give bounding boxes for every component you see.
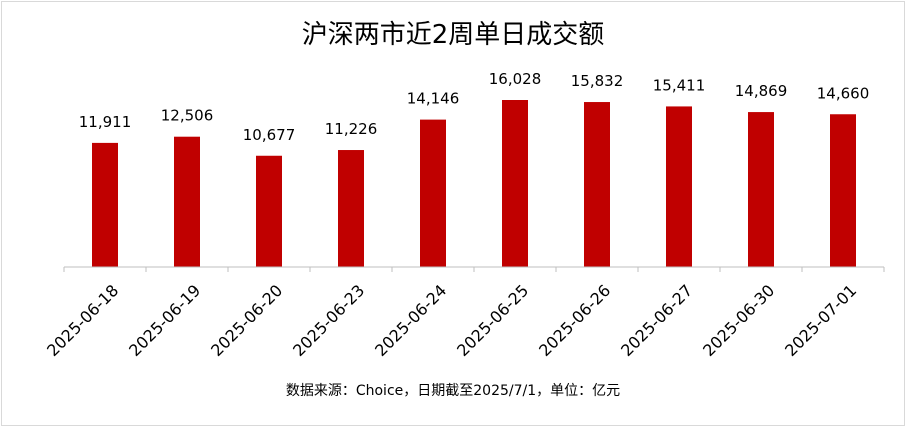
bar-2025-06-27 (666, 106, 692, 268)
x-tick-label-2025-07-01: 2025-07-01 (781, 281, 860, 360)
bar-2025-06-18 (92, 142, 118, 267)
data-label-2025-06-26: 15,832 (571, 72, 624, 90)
bar-2025-07-01 (830, 114, 856, 267)
data-label-2025-06-20: 10,677 (243, 126, 296, 144)
source-note: 数据来源：Choice，日期截至2025/7/1，单位：亿元 (285, 383, 621, 399)
data-label-2025-06-30: 14,869 (735, 82, 788, 100)
data-label-2025-06-23: 11,226 (325, 120, 378, 138)
x-tick-label-2025-06-20: 2025-06-20 (207, 281, 286, 360)
x-tick-label-2025-06-26: 2025-06-26 (535, 281, 614, 360)
x-tick-label-2025-06-24: 2025-06-24 (371, 281, 450, 360)
data-label-2025-07-01: 14,660 (817, 84, 870, 102)
bar-2025-06-24 (420, 119, 446, 267)
chart-title: 沪深两市近2周单日成交额 (301, 20, 605, 50)
data-label-2025-06-18: 11,911 (79, 113, 132, 131)
x-tick-label-2025-06-30: 2025-06-30 (699, 281, 778, 360)
data-label-2025-06-24: 14,146 (407, 90, 460, 108)
x-axis (63, 266, 885, 272)
bar-2025-06-23 (338, 150, 364, 267)
labels-group: 11,911 2025-06-18 12,506 2025-06-19 10,677 20… (43, 70, 869, 360)
x-tick-label-2025-06-23: 2025-06-23 (289, 281, 368, 360)
x-tick-label-2025-06-25: 2025-06-25 (453, 281, 532, 360)
bar-2025-06-30 (748, 112, 774, 267)
x-tick-label-2025-06-27: 2025-06-27 (617, 281, 696, 360)
x-tick-label-2025-06-19: 2025-06-19 (125, 281, 204, 360)
data-label-2025-06-27: 15,411 (653, 76, 706, 94)
bar-2025-06-25 (502, 100, 528, 267)
data-label-2025-06-19: 12,506 (161, 107, 214, 125)
bars-group (92, 100, 856, 268)
data-label-2025-06-25: 16,028 (489, 70, 542, 88)
bar-2025-06-19 (174, 136, 200, 267)
x-tick-label-2025-06-18: 2025-06-18 (43, 281, 122, 360)
bar-2025-06-20 (256, 155, 282, 267)
bar-2025-06-26 (584, 102, 610, 267)
